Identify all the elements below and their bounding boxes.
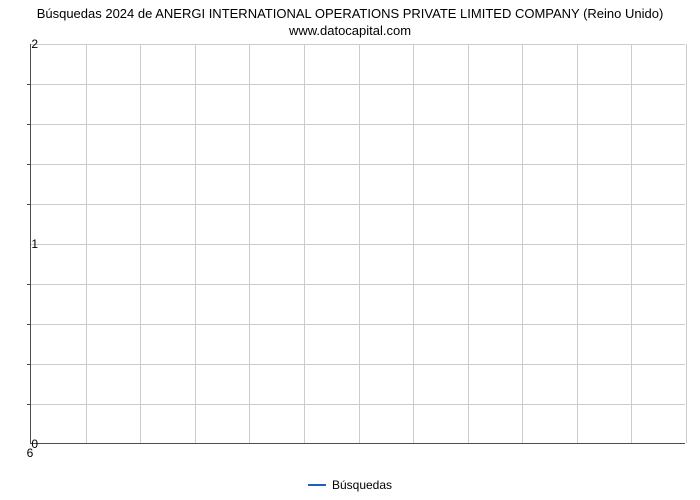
grid-vertical [686, 44, 687, 443]
grid-horizontal [31, 124, 685, 125]
grid-horizontal-major [31, 244, 685, 245]
grid-horizontal [31, 204, 685, 205]
grid-horizontal [31, 364, 685, 365]
grid-horizontal-major [31, 44, 685, 45]
legend: Búsquedas [0, 477, 700, 492]
y-tick-label: 2 [8, 37, 38, 51]
legend-swatch [308, 484, 326, 486]
grid-horizontal [31, 404, 685, 405]
grid-horizontal [31, 284, 685, 285]
grid-horizontal [31, 84, 685, 85]
grid-horizontal [31, 324, 685, 325]
chart-area [30, 44, 685, 444]
grid-horizontal [31, 164, 685, 165]
plot-region [30, 44, 685, 444]
title-line-1: Búsquedas 2024 de ANERGI INTERNATIONAL O… [37, 6, 664, 21]
chart-title: Búsquedas 2024 de ANERGI INTERNATIONAL O… [0, 0, 700, 40]
title-line-2: www.datocapital.com [289, 23, 411, 38]
y-tick-label: 1 [8, 237, 38, 251]
x-tick-label: 6 [27, 446, 34, 460]
chart-container: Búsquedas 2024 de ANERGI INTERNATIONAL O… [0, 0, 700, 500]
legend-label: Búsquedas [332, 478, 392, 492]
